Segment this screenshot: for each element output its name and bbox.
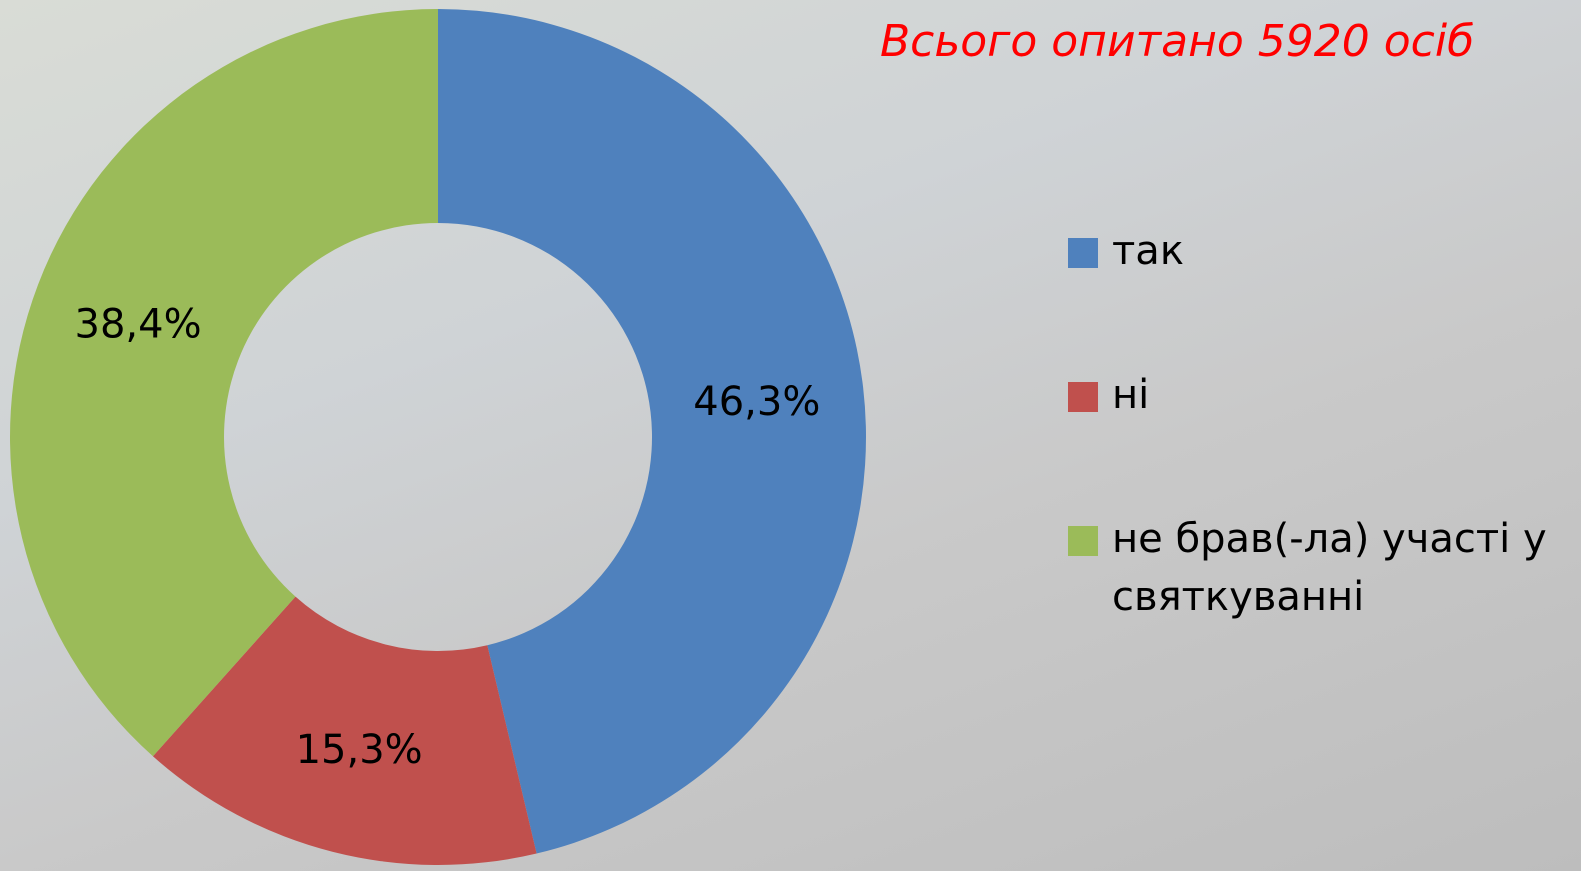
- legend-item: не брав(-ла) участі у святкуванні: [1068, 510, 1548, 626]
- chart-title: Всього опитано 5920 осіб: [880, 16, 1474, 67]
- legend-swatch: [1068, 238, 1098, 268]
- page: Всього опитано 5920 осіб 46,3% 15,3% 38,4%…: [0, 0, 1581, 871]
- data-label: 15,3%: [296, 727, 423, 773]
- legend: так ні не брав(-ла) участі у святкуванні: [1068, 222, 1548, 712]
- legend-item: так: [1068, 222, 1548, 280]
- legend-label: ні: [1112, 372, 1149, 418]
- legend-swatch: [1068, 526, 1098, 556]
- data-label: 46,3%: [693, 379, 820, 425]
- legend-label: не брав(-ла) участі у святкуванні: [1112, 516, 1547, 620]
- legend-item: ні: [1068, 366, 1548, 424]
- legend-label: так: [1112, 228, 1184, 274]
- legend-swatch: [1068, 382, 1098, 412]
- data-label: 38,4%: [75, 302, 202, 348]
